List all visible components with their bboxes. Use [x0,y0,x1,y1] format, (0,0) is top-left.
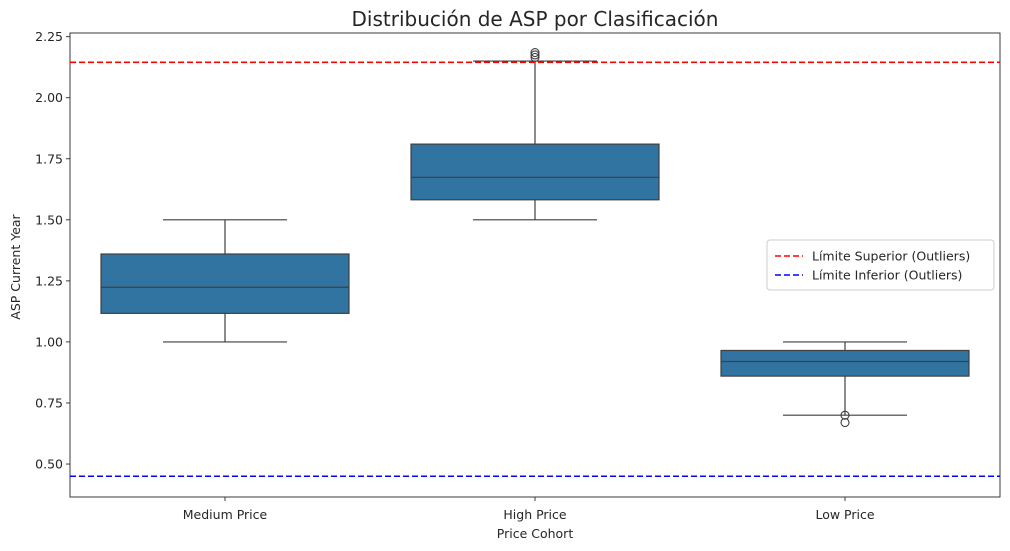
box-medium-price [100,253,350,314]
legend-label-lower-limit: Límite Inferior (Outliers) [812,268,962,283]
box-low-price [720,349,970,377]
x-tick-label: Medium Price [183,507,268,522]
x-tick-label: High Price [503,507,567,522]
x-tick-label: Low Price [815,507,874,522]
outlier-point-low-price [840,410,850,420]
y-tick-label: 0.50 [35,457,63,472]
legend-label-upper-limit: Límite Superior (Outliers) [812,249,970,264]
outlier-point-high-price [530,47,540,58]
y-tick-label: 1.00 [35,334,63,349]
outlier-point-low-price [840,417,850,428]
outlier-point-high-price [530,52,540,62]
legend-frame [766,239,995,291]
plot-area: 0.50 0.75 1.00 1.25 1.50 1.75 2.00 2.25 Medium P… [35,29,1001,522]
y-tick-label: 0.75 [35,395,63,410]
y-tick-label: 1.50 [35,212,63,227]
y-tick-label: 1.75 [35,151,63,166]
y-tick-label: 2.25 [35,29,63,44]
outlier-point-high-price [530,50,540,60]
legend: Límite Superior (Outliers) Límite Inferi… [766,239,995,291]
y-tick-label: 1.25 [35,273,63,288]
box-high-price [410,143,660,201]
y-tick-label: 2.00 [35,90,63,105]
y-axis-title: ASP Current Year [8,213,23,319]
chart-title: Distribución de ASP por Clasificación [352,7,719,31]
x-axis-title: Price Cohort [497,526,574,541]
